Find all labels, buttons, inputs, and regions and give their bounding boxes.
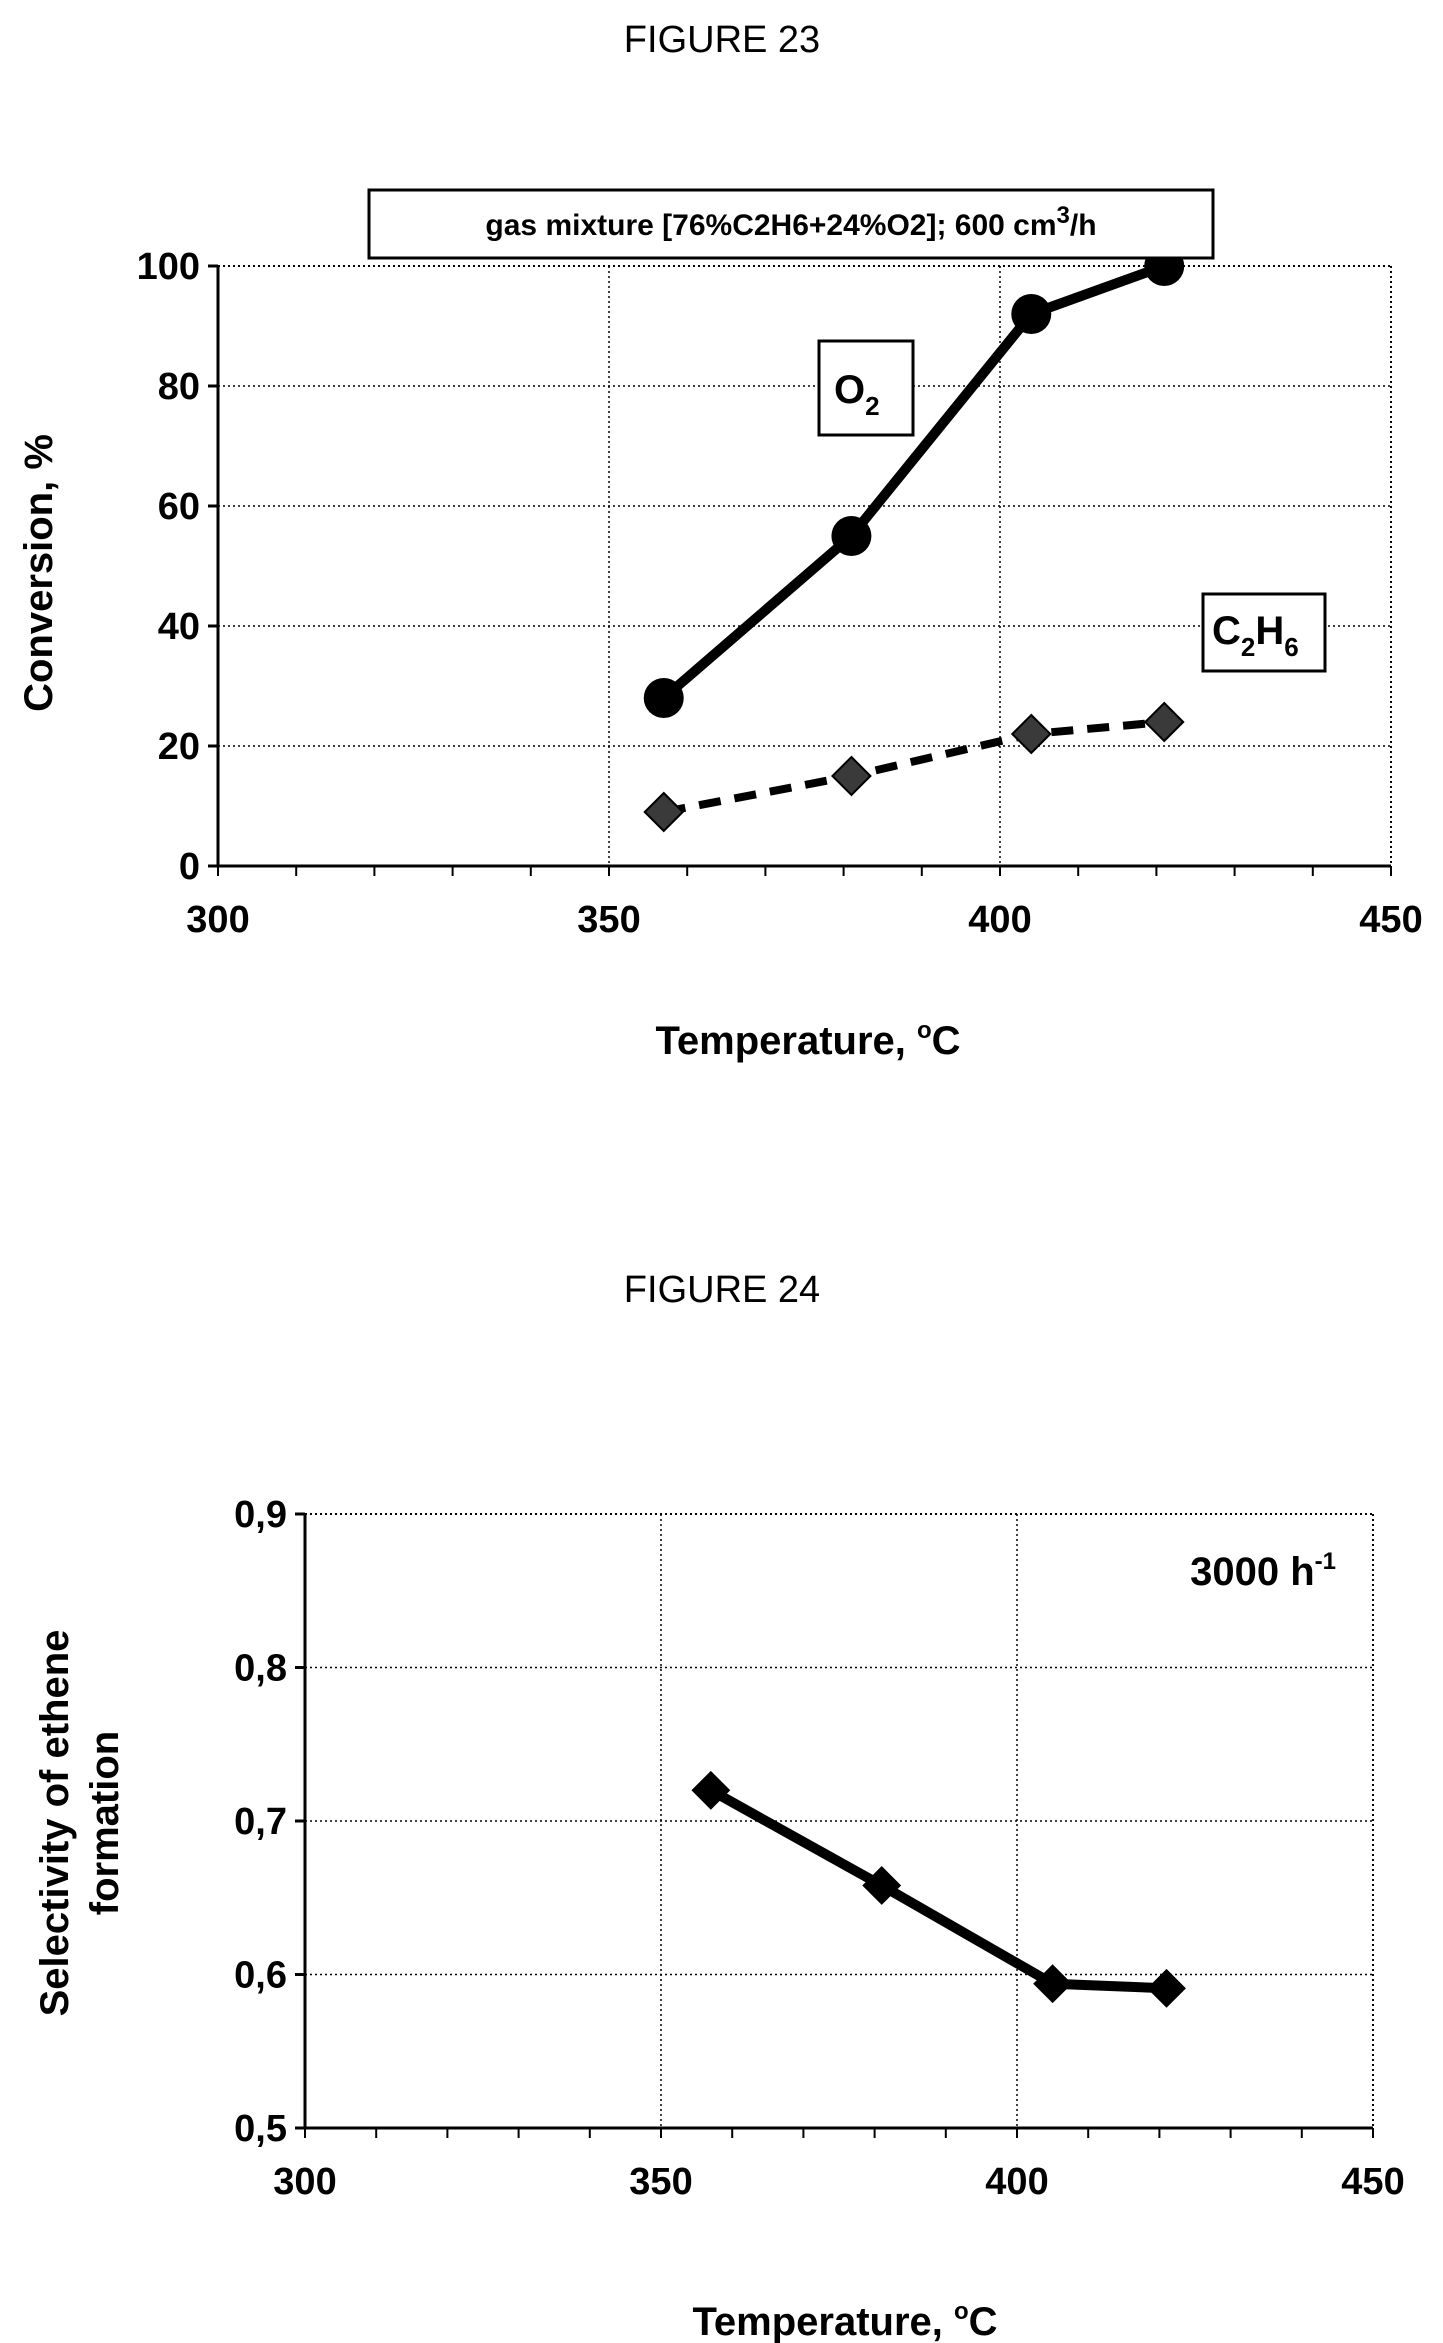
data-point-0 (1147, 1968, 1186, 2008)
figure-24-x-axis-label: Temperature, oC (692, 2298, 997, 2343)
figure-24-y-axis-label-line2: formation (83, 1731, 127, 1915)
x-tick-label: 350 (577, 899, 640, 941)
series-line-c2h6 (662, 718, 1165, 816)
figure-24-chart: 0,5 0,6 0,7 0,8 0,9 300 350 400 450 (234, 1494, 1405, 2203)
y-tick-label: 60 (158, 486, 200, 528)
figure-23-chart: 0 20 40 60 80 100 300 350 400 450 (137, 246, 1423, 941)
data-point-0 (691, 1770, 731, 1810)
figure-23-annotation-tail: /h (1070, 209, 1097, 242)
figure-23-x-axis-label: Temperature, oC (655, 1017, 960, 1063)
o2-series-label: O2 (834, 368, 880, 421)
x-tick-label: 450 (1341, 2161, 1404, 2203)
o2-label-box (817, 339, 915, 437)
figure-24-xlabel-main: Temperature, (692, 2300, 954, 2343)
x-tick-label: 400 (985, 2161, 1048, 2203)
figure-24-xlabel-sup: o (954, 2298, 969, 2325)
figure-23-annotation-box (367, 188, 1215, 260)
data-point-c2h6 (1010, 713, 1052, 755)
y-tick-label: 0,8 (234, 1648, 287, 1690)
y-tick-label: 0,5 (234, 2108, 287, 2150)
figure-24-annotation: 3000 h-1 (1190, 1548, 1336, 1594)
figure-23-series (643, 246, 1185, 833)
y-tick-label: 100 (137, 246, 200, 288)
data-point-0 (862, 1866, 902, 1905)
figure-23-y-axis-label: Conversion, % (17, 434, 61, 712)
y-tick-label: 0 (179, 846, 200, 888)
x-tick-label: 450 (1359, 899, 1422, 941)
y-tick-label: 20 (158, 726, 200, 768)
figure-24-y-axis-label-line1: Selectivity of ethene (33, 1630, 77, 2017)
figure-24-annotation-sup: -1 (1315, 1548, 1336, 1575)
x-tick-label: 400 (968, 899, 1031, 941)
figure-23-xlabel-sup: o (917, 1017, 932, 1044)
o2-label-main: O (834, 368, 865, 412)
figure-23-xlabel-tail: C (932, 1019, 961, 1063)
series-line-o2 (660, 261, 1166, 702)
c2h6-label-h: H (1255, 609, 1284, 653)
data-point-c2h6 (831, 755, 872, 797)
data-point-o2 (643, 678, 684, 718)
figure-23-annotation: gas mixture [76%C2H6+24%O2]; 600 cm3/h (485, 202, 1096, 242)
figure-24-ticks: 0,5 0,6 0,7 0,8 0,9 300 350 400 450 (234, 1494, 1405, 2203)
y-tick-label: 40 (158, 606, 200, 648)
figure-23-grid (218, 265, 1392, 866)
figure-24-title: FIGURE 24 (624, 1269, 820, 1311)
figure-23-ticks: 0 20 40 60 80 100 300 350 400 450 (137, 246, 1423, 941)
x-tick-label: 350 (629, 2161, 692, 2203)
c2h6-label-box (1201, 592, 1327, 673)
data-point-c2h6 (643, 791, 685, 833)
figure-24-annotation-main: 3000 h (1190, 1550, 1315, 1594)
figure-24-xlabel-tail: C (969, 2300, 998, 2343)
x-tick-label: 300 (186, 899, 249, 941)
c2h6-label-c: C (1212, 609, 1241, 653)
c2h6-series-label: C2H6 (1212, 609, 1299, 662)
c2h6-label-sub2: 6 (1284, 632, 1298, 662)
y-tick-label: 0,6 (234, 1955, 287, 1997)
y-tick-label: 80 (158, 366, 200, 408)
figure-23-xlabel-main: Temperature, (655, 1019, 917, 1063)
y-tick-label: 0,9 (234, 1494, 287, 1536)
series-line-0 (708, 1785, 1167, 1994)
figure-23-annotation-sup: 3 (1057, 202, 1070, 229)
figure-24-grid (305, 1513, 1374, 2128)
data-point-o2 (1011, 294, 1052, 334)
x-tick-label: 300 (273, 2161, 336, 2203)
figure-23-annotation-main: gas mixture [76%C2H6+24%O2]; 600 cm (485, 209, 1056, 242)
c2h6-label-sub1: 2 (1241, 632, 1255, 662)
data-point-0 (1033, 1964, 1073, 2004)
data-point-o2 (831, 516, 872, 556)
o2-label-sub: 2 (865, 391, 879, 421)
y-tick-label: 0,7 (234, 1801, 287, 1843)
figure-24-series (691, 1770, 1186, 2008)
data-point-c2h6 (1143, 701, 1185, 743)
figure-23-title: FIGURE 23 (624, 19, 820, 61)
